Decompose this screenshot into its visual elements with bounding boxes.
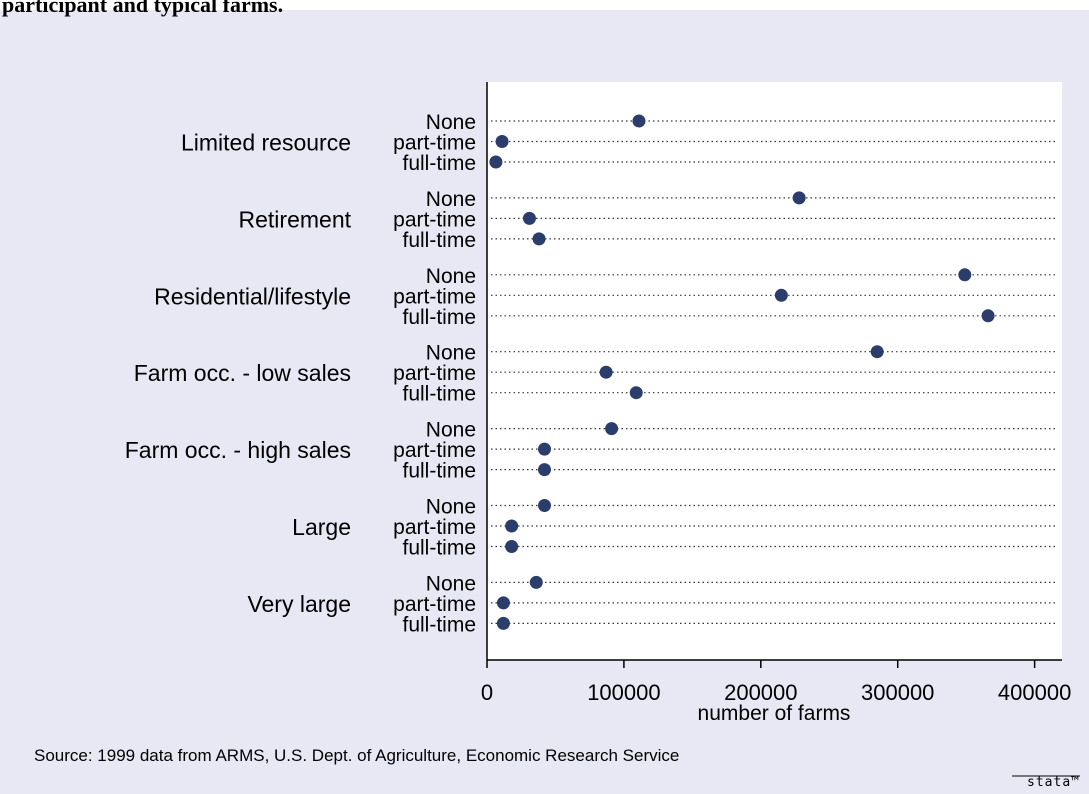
dot — [629, 386, 643, 400]
level-label: part-time — [393, 362, 476, 385]
level-label: None — [426, 419, 476, 442]
level-label: full-time — [402, 383, 476, 406]
level-label: full-time — [402, 613, 476, 636]
group-label: Large — [292, 514, 351, 540]
level-label: full-time — [402, 152, 476, 175]
dot — [495, 135, 509, 148]
group-label: Limited resource — [181, 130, 351, 156]
dot — [605, 422, 619, 436]
x-tick-label: 400000 — [998, 680, 1071, 705]
dot — [532, 232, 546, 246]
dot — [792, 191, 806, 205]
level-label: None — [426, 265, 476, 288]
group-label: Retirement — [239, 206, 352, 232]
level-label: part-time — [393, 439, 476, 462]
dot — [538, 463, 551, 477]
dot — [496, 596, 510, 610]
level-label: None — [426, 572, 476, 595]
chart-title: participant and typical farms. — [2, 0, 283, 17]
level-label: None — [426, 111, 476, 134]
dot — [489, 155, 503, 169]
x-tick-label: 200000 — [724, 680, 797, 705]
dot — [870, 345, 884, 359]
dot — [529, 575, 543, 589]
dot — [505, 540, 519, 553]
logo: stata™ — [1027, 775, 1080, 790]
level-label: part-time — [393, 285, 476, 308]
dot — [632, 114, 646, 128]
level-label: part-time — [393, 516, 476, 539]
dot — [774, 288, 788, 302]
level-label: full-time — [402, 306, 476, 329]
plot-area — [487, 82, 1062, 660]
x-tick-label: 300000 — [861, 680, 934, 705]
level-label: part-time — [393, 208, 476, 231]
level-label: None — [426, 496, 476, 519]
group-label: Residential/lifestyle — [154, 283, 351, 309]
x-tick-label: 100000 — [587, 680, 660, 705]
dot — [538, 499, 551, 512]
dot — [522, 211, 536, 225]
level-label: part-time — [393, 593, 476, 616]
group-label: Farm occ. - high sales — [125, 437, 351, 463]
level-label: None — [426, 342, 476, 365]
dot — [538, 442, 551, 456]
x-tick-label: 0 — [481, 680, 493, 705]
level-label: None — [426, 188, 476, 211]
dot — [496, 616, 510, 630]
dot — [981, 309, 995, 323]
dot — [505, 519, 519, 533]
x-axis-label: number of farms — [698, 702, 851, 725]
dot — [958, 268, 972, 282]
level-label: full-time — [402, 537, 476, 560]
level-label: part-time — [393, 132, 476, 155]
level-label: full-time — [402, 460, 476, 483]
dot — [599, 365, 613, 379]
level-label: full-time — [402, 229, 476, 252]
group-label: Farm occ. - low sales — [134, 360, 351, 386]
source-note: Source: 1999 data from ARMS, U.S. Dept. … — [34, 746, 679, 765]
group-label: Very large — [247, 591, 351, 617]
